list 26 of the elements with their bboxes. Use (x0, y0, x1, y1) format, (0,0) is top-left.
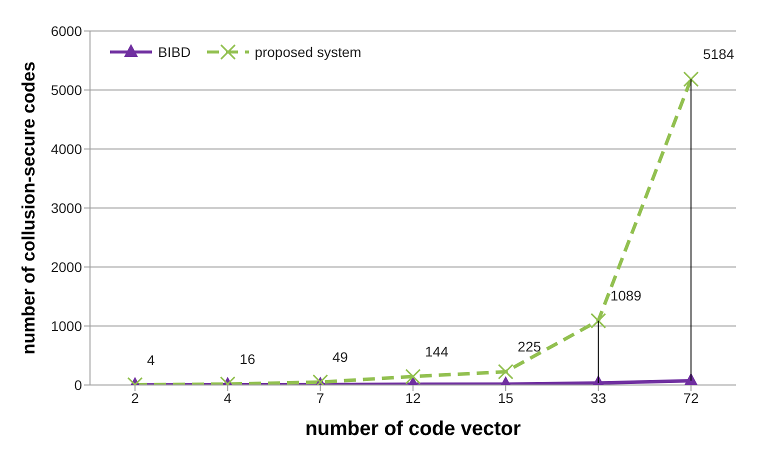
legend-label: BIBD (157, 44, 191, 60)
data-label: 5184 (703, 46, 734, 62)
data-label: 225 (518, 338, 542, 355)
y-tick-label: 5000 (50, 82, 82, 98)
x-tick-label: 7 (316, 390, 324, 406)
y-tick-label: 4000 (50, 140, 82, 157)
y-tick-label: 3000 (50, 200, 82, 216)
y-tick-label: 6000 (50, 22, 82, 39)
legend-label: proposed system (254, 44, 362, 60)
data-label: 4 (147, 352, 155, 368)
y-tick-label: 1000 (50, 318, 82, 334)
x-tick-label: 33 (590, 390, 606, 406)
data-label: 144 (425, 344, 449, 360)
x-tick-label: 72 (683, 390, 699, 406)
y-tick-label: 2000 (50, 258, 82, 275)
y-axis-title: number of collusion-secure codes (18, 61, 38, 355)
x-tick-label: 15 (498, 390, 514, 406)
x-tick-label: 2 (131, 390, 140, 406)
data-label: 49 (332, 349, 348, 366)
y-tick-label: 0 (74, 376, 82, 393)
point (683, 71, 699, 87)
data-label: 16 (240, 351, 256, 368)
x-tick-label: 4 (224, 390, 232, 406)
data-label: 1089 (610, 288, 642, 304)
x-axis-title: number of code vector (305, 418, 522, 440)
x-tick-label: 12 (405, 390, 421, 406)
